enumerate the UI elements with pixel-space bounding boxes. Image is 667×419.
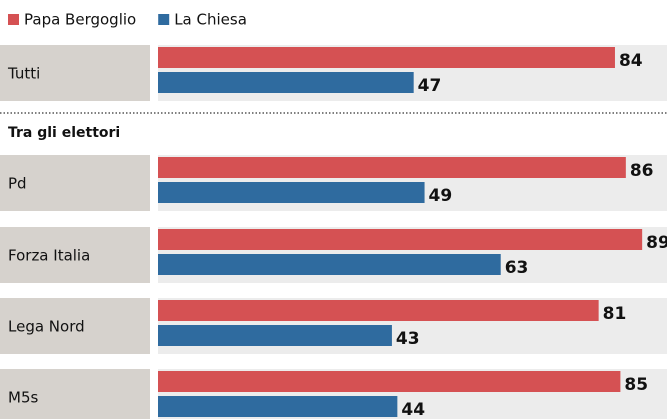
value-label: 81 bbox=[603, 304, 627, 324]
category-label: Pd bbox=[8, 175, 27, 193]
section-label: Tra gli elettori bbox=[8, 125, 120, 141]
category-label: Lega Nord bbox=[8, 318, 85, 336]
value-label: 43 bbox=[396, 329, 420, 349]
legend-label: La Chiesa bbox=[174, 11, 247, 29]
bar bbox=[158, 325, 392, 346]
legend-swatch bbox=[8, 14, 19, 25]
bar bbox=[158, 182, 425, 203]
value-label: 86 bbox=[630, 161, 654, 181]
bar bbox=[158, 72, 414, 93]
category-label: Tutti bbox=[7, 65, 40, 83]
category-box bbox=[0, 298, 150, 354]
bar bbox=[158, 157, 626, 178]
legend-label: Papa Bergoglio bbox=[24, 11, 136, 29]
value-label: 89 bbox=[646, 233, 667, 253]
value-label: 85 bbox=[624, 375, 648, 395]
category-label: Forza Italia bbox=[8, 247, 90, 265]
category-box bbox=[0, 45, 150, 101]
value-label: 49 bbox=[429, 186, 453, 206]
value-label: 63 bbox=[505, 258, 529, 278]
bar bbox=[158, 229, 643, 250]
category-box bbox=[0, 155, 150, 211]
value-label: 44 bbox=[401, 400, 425, 419]
legend-swatch bbox=[158, 14, 170, 25]
bar bbox=[158, 47, 615, 68]
value-label: 84 bbox=[619, 51, 643, 71]
bar bbox=[158, 396, 398, 417]
category-label: M5s bbox=[8, 389, 38, 407]
bar bbox=[158, 371, 621, 392]
bar bbox=[158, 300, 599, 321]
value-label: 47 bbox=[418, 76, 442, 96]
category-box bbox=[0, 227, 150, 283]
category-box bbox=[0, 369, 150, 419]
bar bbox=[158, 254, 501, 275]
